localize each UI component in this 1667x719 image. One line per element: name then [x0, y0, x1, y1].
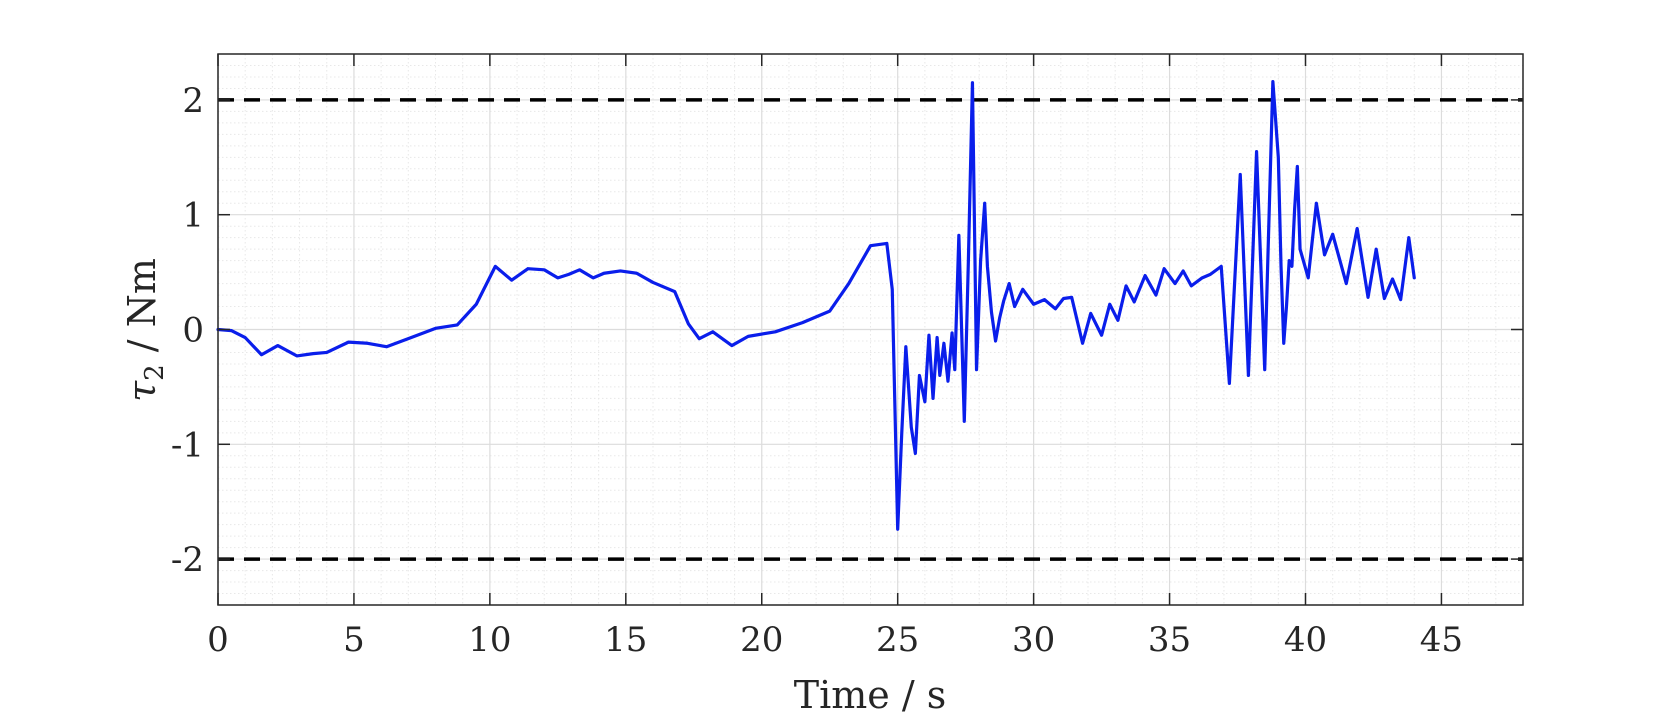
y-tick-labels: 2 1 0 -1 -2 — [171, 81, 204, 580]
data-series — [216, 79, 1416, 531]
x-tick-label: 30 — [1012, 620, 1055, 660]
y-axis-title: τ2 / Nm — [120, 258, 170, 402]
x-tick-label: 20 — [740, 620, 783, 660]
y-tick-label: 0 — [182, 311, 204, 351]
y-tick-label: -2 — [171, 540, 204, 580]
x-tick-label: 25 — [876, 620, 919, 660]
x-tick-label: 10 — [468, 620, 511, 660]
x-tick-labels: 0 5 10 15 20 25 30 35 40 45 — [207, 620, 1463, 660]
x-axis-title: Time / s — [794, 673, 946, 717]
x-tick-label: 40 — [1284, 620, 1327, 660]
y-tick-label: 1 — [182, 196, 204, 236]
y-axis-unit: / Nm — [120, 258, 164, 364]
x-tick-label: 0 — [207, 620, 229, 660]
minor-grid — [218, 53, 1524, 606]
series-line — [216, 79, 1416, 531]
y-axis-symbol: τ — [120, 380, 164, 402]
y-tick-label: -1 — [171, 425, 204, 465]
x-tick-label: 5 — [343, 620, 365, 660]
y-axis-subscript: 2 — [140, 364, 170, 381]
x-tick-label: 45 — [1420, 620, 1463, 660]
tick-marks — [217, 54, 1523, 605]
y-tick-label: 2 — [182, 81, 204, 121]
x-tick-label: 15 — [604, 620, 647, 660]
x-tick-label: 35 — [1148, 620, 1191, 660]
limit-lines — [218, 98, 1523, 561]
